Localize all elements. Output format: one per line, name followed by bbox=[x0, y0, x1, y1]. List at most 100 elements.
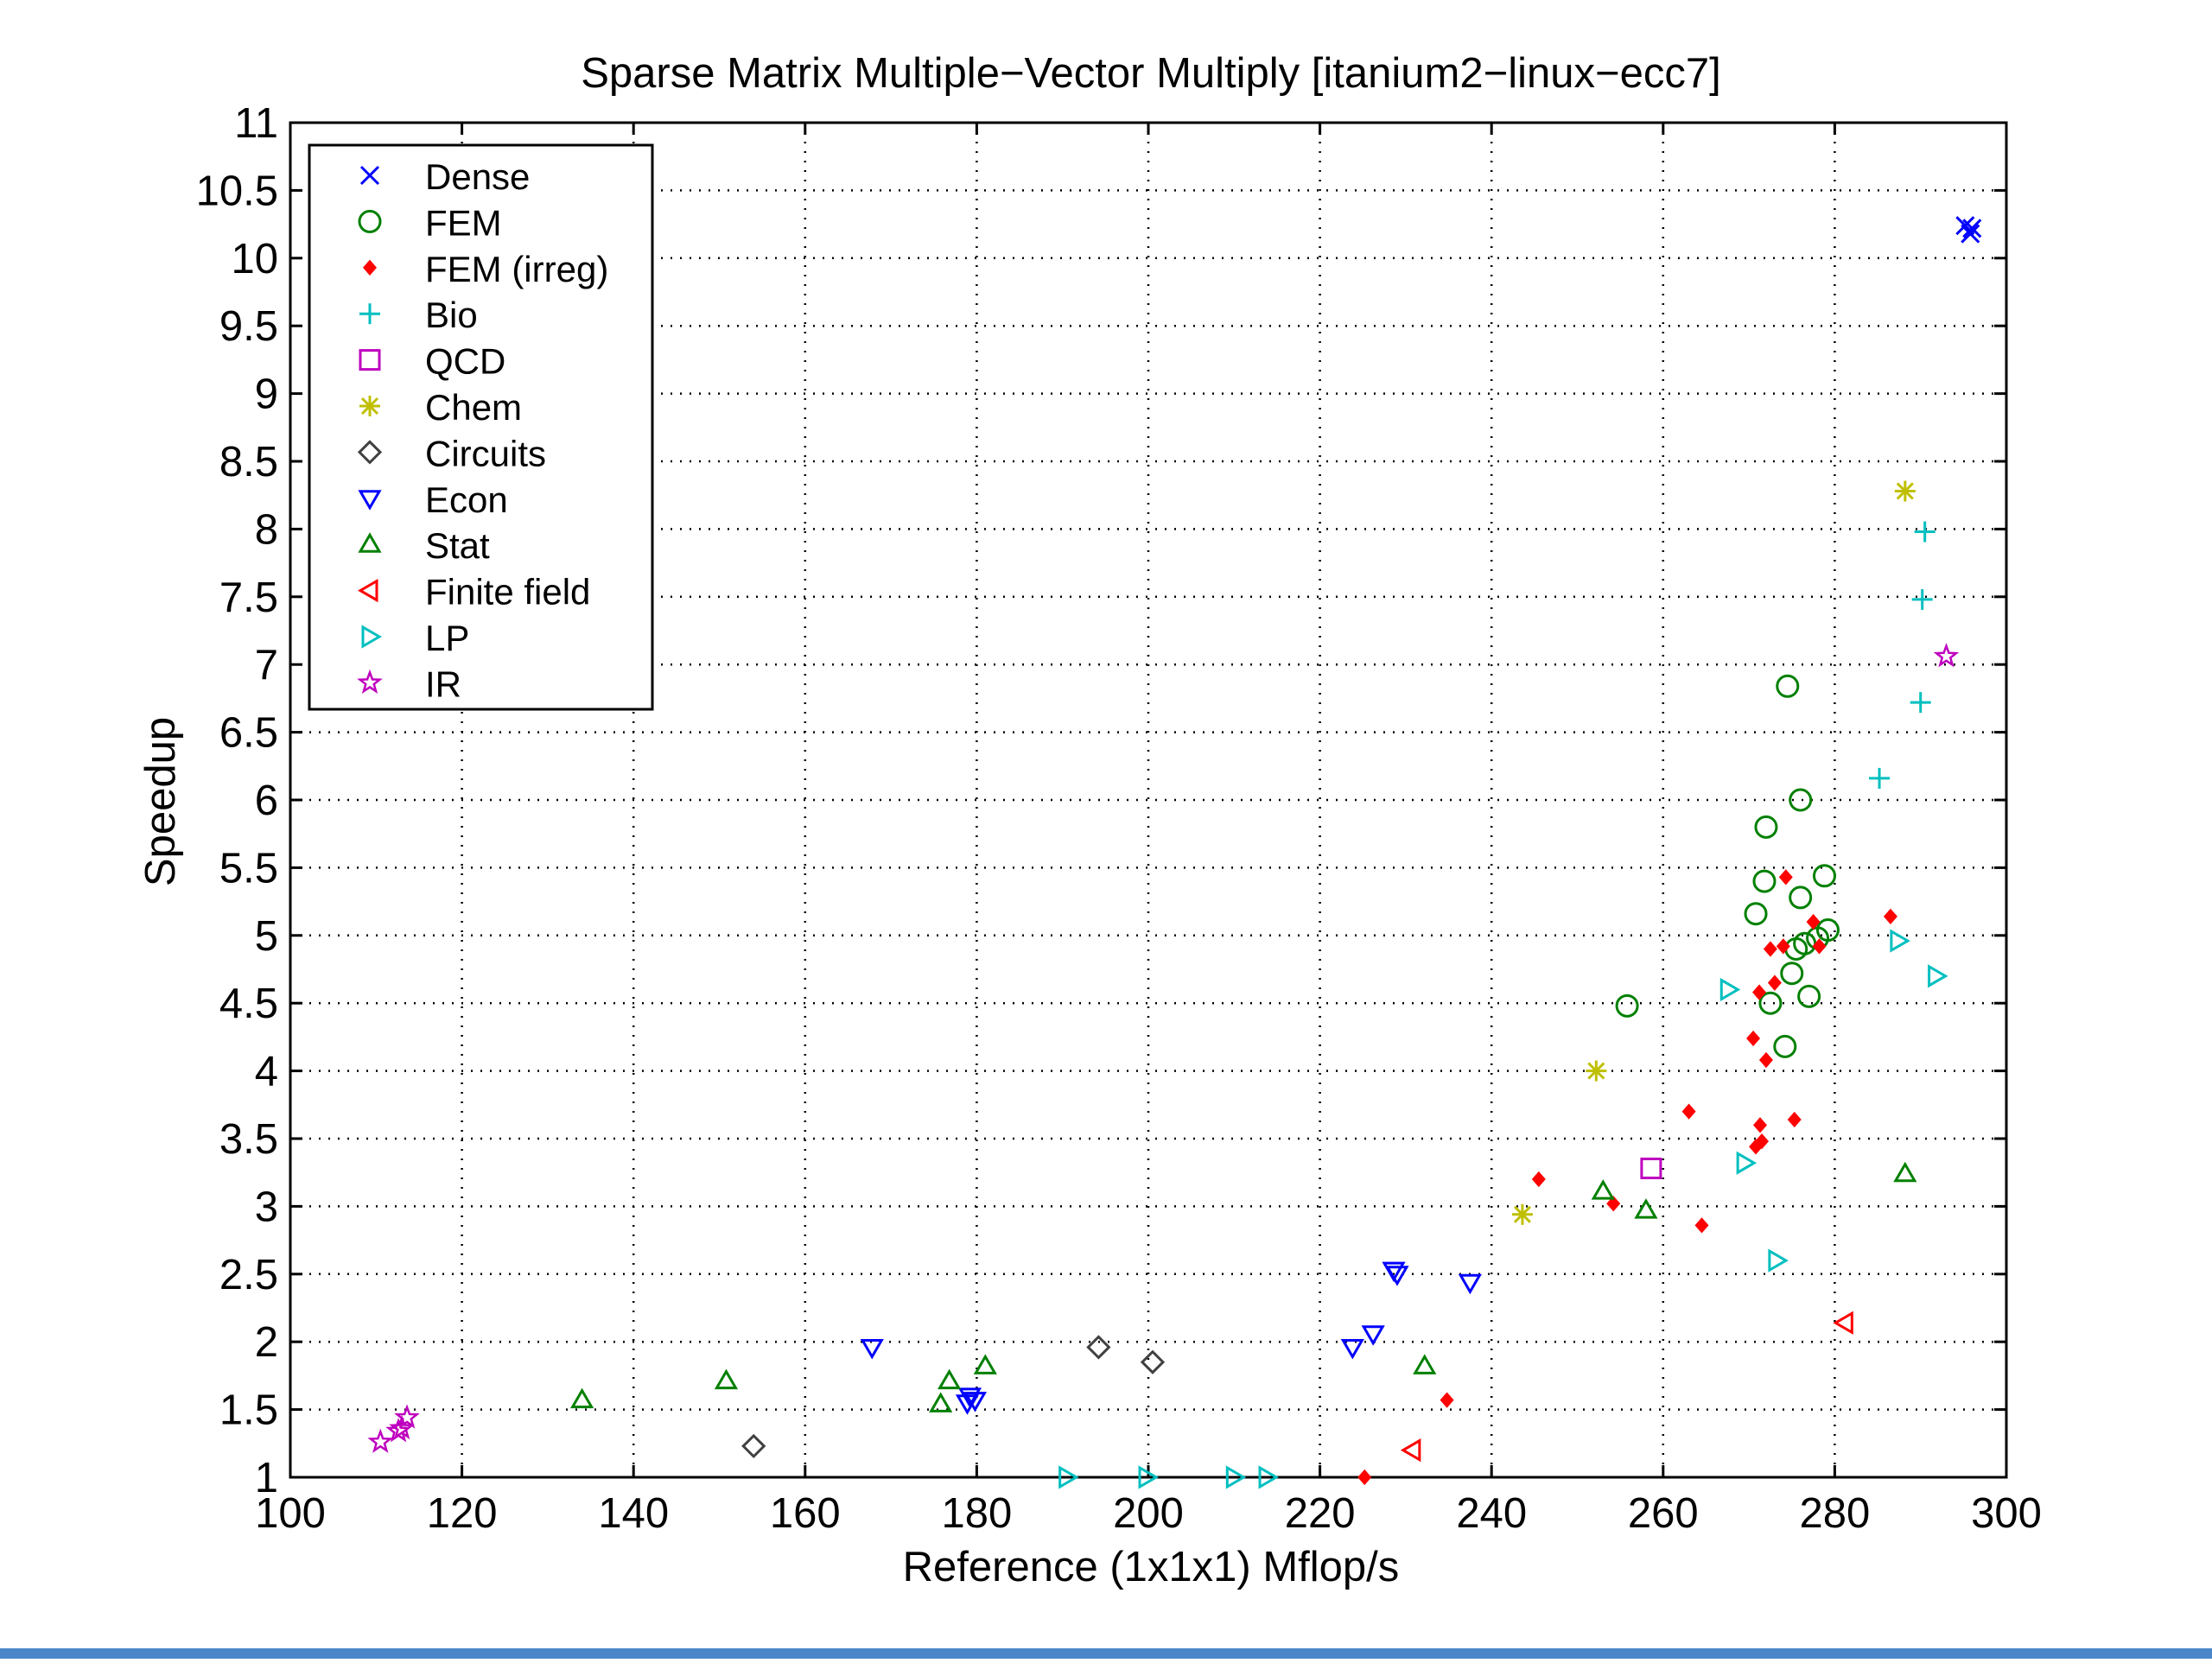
legend-entry: FEM (irreg) bbox=[363, 249, 608, 289]
legend-entry: LP bbox=[361, 618, 469, 658]
y-tick-label: 3 bbox=[255, 1184, 278, 1230]
data-point bbox=[394, 1404, 420, 1429]
y-tick-label: 7.5 bbox=[219, 574, 278, 621]
legend-marker bbox=[359, 303, 380, 325]
y-tick-label: 8.5 bbox=[219, 439, 278, 486]
data-point bbox=[741, 1433, 766, 1459]
data-point bbox=[1681, 1103, 1696, 1120]
data-point bbox=[1763, 941, 1777, 957]
data-point bbox=[1719, 977, 1741, 1002]
data-point bbox=[1586, 1060, 1607, 1082]
y-tick-label: 9 bbox=[255, 371, 278, 418]
data-point bbox=[1340, 1338, 1364, 1360]
legend-entry: Chem bbox=[359, 387, 522, 428]
data-point bbox=[1806, 913, 1821, 930]
data-point bbox=[1225, 1465, 1247, 1489]
data-point bbox=[1933, 643, 1960, 668]
y-tick-label: 2 bbox=[255, 1319, 278, 1366]
data-point bbox=[860, 1338, 884, 1360]
data-point bbox=[1531, 1171, 1546, 1188]
data-point bbox=[1736, 1151, 1758, 1175]
data-point bbox=[929, 1392, 953, 1412]
series-stat bbox=[570, 1161, 1917, 1412]
legend-entry: Stat bbox=[358, 525, 490, 566]
data-point bbox=[1413, 1354, 1437, 1374]
legend-label: QCD bbox=[425, 341, 505, 382]
legend-marker bbox=[363, 259, 377, 276]
y-tick-label: 5.5 bbox=[219, 845, 278, 892]
legend-box bbox=[308, 143, 654, 711]
data-point bbox=[1640, 1157, 1662, 1179]
legend-label: Econ bbox=[425, 479, 508, 520]
data-point bbox=[1883, 908, 1897, 924]
data-point bbox=[1961, 224, 1980, 244]
data-point bbox=[1058, 1465, 1079, 1489]
legend-entry: Econ bbox=[358, 479, 508, 520]
marker-layer bbox=[367, 216, 1982, 1489]
data-point bbox=[1928, 964, 1948, 988]
x-tick-label: 160 bbox=[770, 1490, 841, 1537]
legend-label: FEM (irreg) bbox=[425, 249, 608, 289]
legend-label: IR bbox=[425, 663, 461, 704]
x-axis-label: Reference (1x1x1) Mflop/s bbox=[903, 1544, 1400, 1590]
data-point bbox=[1869, 767, 1891, 789]
data-point bbox=[1752, 869, 1777, 893]
y-tick-label: 9.5 bbox=[219, 303, 278, 350]
series-dense bbox=[1955, 216, 1982, 244]
y-tick-label: 7 bbox=[255, 642, 278, 689]
y-tick-label: 2.5 bbox=[219, 1252, 278, 1298]
legend-marker bbox=[359, 396, 380, 416]
data-point bbox=[1634, 1198, 1658, 1219]
data-point bbox=[1894, 480, 1916, 502]
series-fem-irreg bbox=[1357, 869, 1897, 1486]
data-point bbox=[1385, 1266, 1409, 1286]
data-point bbox=[1833, 1311, 1853, 1335]
legend-label: Stat bbox=[425, 525, 490, 566]
data-point bbox=[1754, 815, 1778, 839]
legend-marker bbox=[357, 440, 383, 465]
y-tick-label: 6.5 bbox=[219, 710, 278, 757]
y-tick-label: 11 bbox=[234, 100, 278, 147]
x-tick-label: 120 bbox=[427, 1490, 498, 1537]
legend-marker bbox=[358, 209, 382, 233]
window-bottom-edge bbox=[0, 1648, 2212, 1659]
y-tick-label: 5 bbox=[255, 913, 278, 960]
data-point bbox=[1911, 588, 1933, 610]
series-circuits bbox=[741, 1335, 1166, 1459]
legend-entry: FEM bbox=[358, 202, 502, 243]
series-finite-field bbox=[1400, 1311, 1853, 1463]
data-point bbox=[1789, 788, 1813, 812]
legend: Dense FEM FEM (irreg) Bio QCD Chem Circuits Eco… bbox=[308, 143, 654, 711]
y-axis-label: Speedup bbox=[137, 717, 184, 886]
data-point bbox=[1767, 974, 1782, 991]
x-tick-label: 220 bbox=[1285, 1490, 1356, 1537]
y-tick-label: 10.5 bbox=[196, 168, 278, 214]
data-point bbox=[1400, 1438, 1421, 1463]
legend-entry: Circuits bbox=[357, 433, 546, 473]
y-tick-label: 1 bbox=[255, 1455, 278, 1501]
legend-marker bbox=[359, 165, 380, 186]
data-point bbox=[955, 1394, 980, 1415]
legend-marker bbox=[357, 669, 383, 695]
legend-marker bbox=[359, 349, 381, 371]
data-point bbox=[1797, 984, 1821, 1008]
series-bio bbox=[1869, 521, 1936, 789]
x-tick-label: 100 bbox=[255, 1490, 326, 1537]
data-point bbox=[1357, 1469, 1372, 1486]
data-point bbox=[1440, 1392, 1454, 1408]
series-qcd bbox=[1640, 1157, 1662, 1179]
legend-entry: IR bbox=[357, 663, 461, 704]
tick-layer: 100 120 140 160 180 200 220 240 260 280 300 1 1.5 2 2.… bbox=[196, 100, 2042, 1537]
y-tick-label: 4 bbox=[255, 1049, 278, 1095]
y-tick-label: 4.5 bbox=[219, 981, 278, 1027]
data-point bbox=[1780, 962, 1804, 986]
data-point bbox=[1758, 991, 1783, 1015]
legend-marker bbox=[358, 578, 378, 603]
data-point bbox=[1606, 1196, 1621, 1212]
data-point bbox=[1458, 1273, 1482, 1295]
data-point bbox=[1361, 1325, 1385, 1346]
data-point bbox=[1694, 1217, 1709, 1234]
data-point bbox=[963, 1392, 988, 1412]
